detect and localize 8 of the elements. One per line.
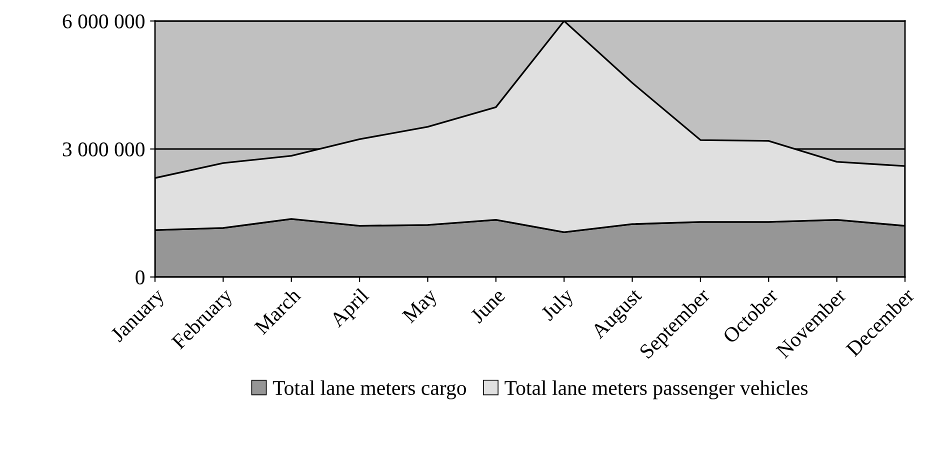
x-tick-label: June bbox=[470, 288, 506, 324]
x-tick-label: May bbox=[402, 287, 442, 327]
y-tick-label: 3 000 000 bbox=[62, 142, 144, 156]
legend-label: Total lane meters passenger vehicles bbox=[504, 380, 808, 400]
legend-label: Total lane meters cargo bbox=[272, 380, 466, 400]
y-tick-label: 6 000 000 bbox=[62, 14, 144, 28]
x-tick-label: July bbox=[540, 286, 578, 324]
y-tick-label: 0 bbox=[136, 270, 144, 284]
